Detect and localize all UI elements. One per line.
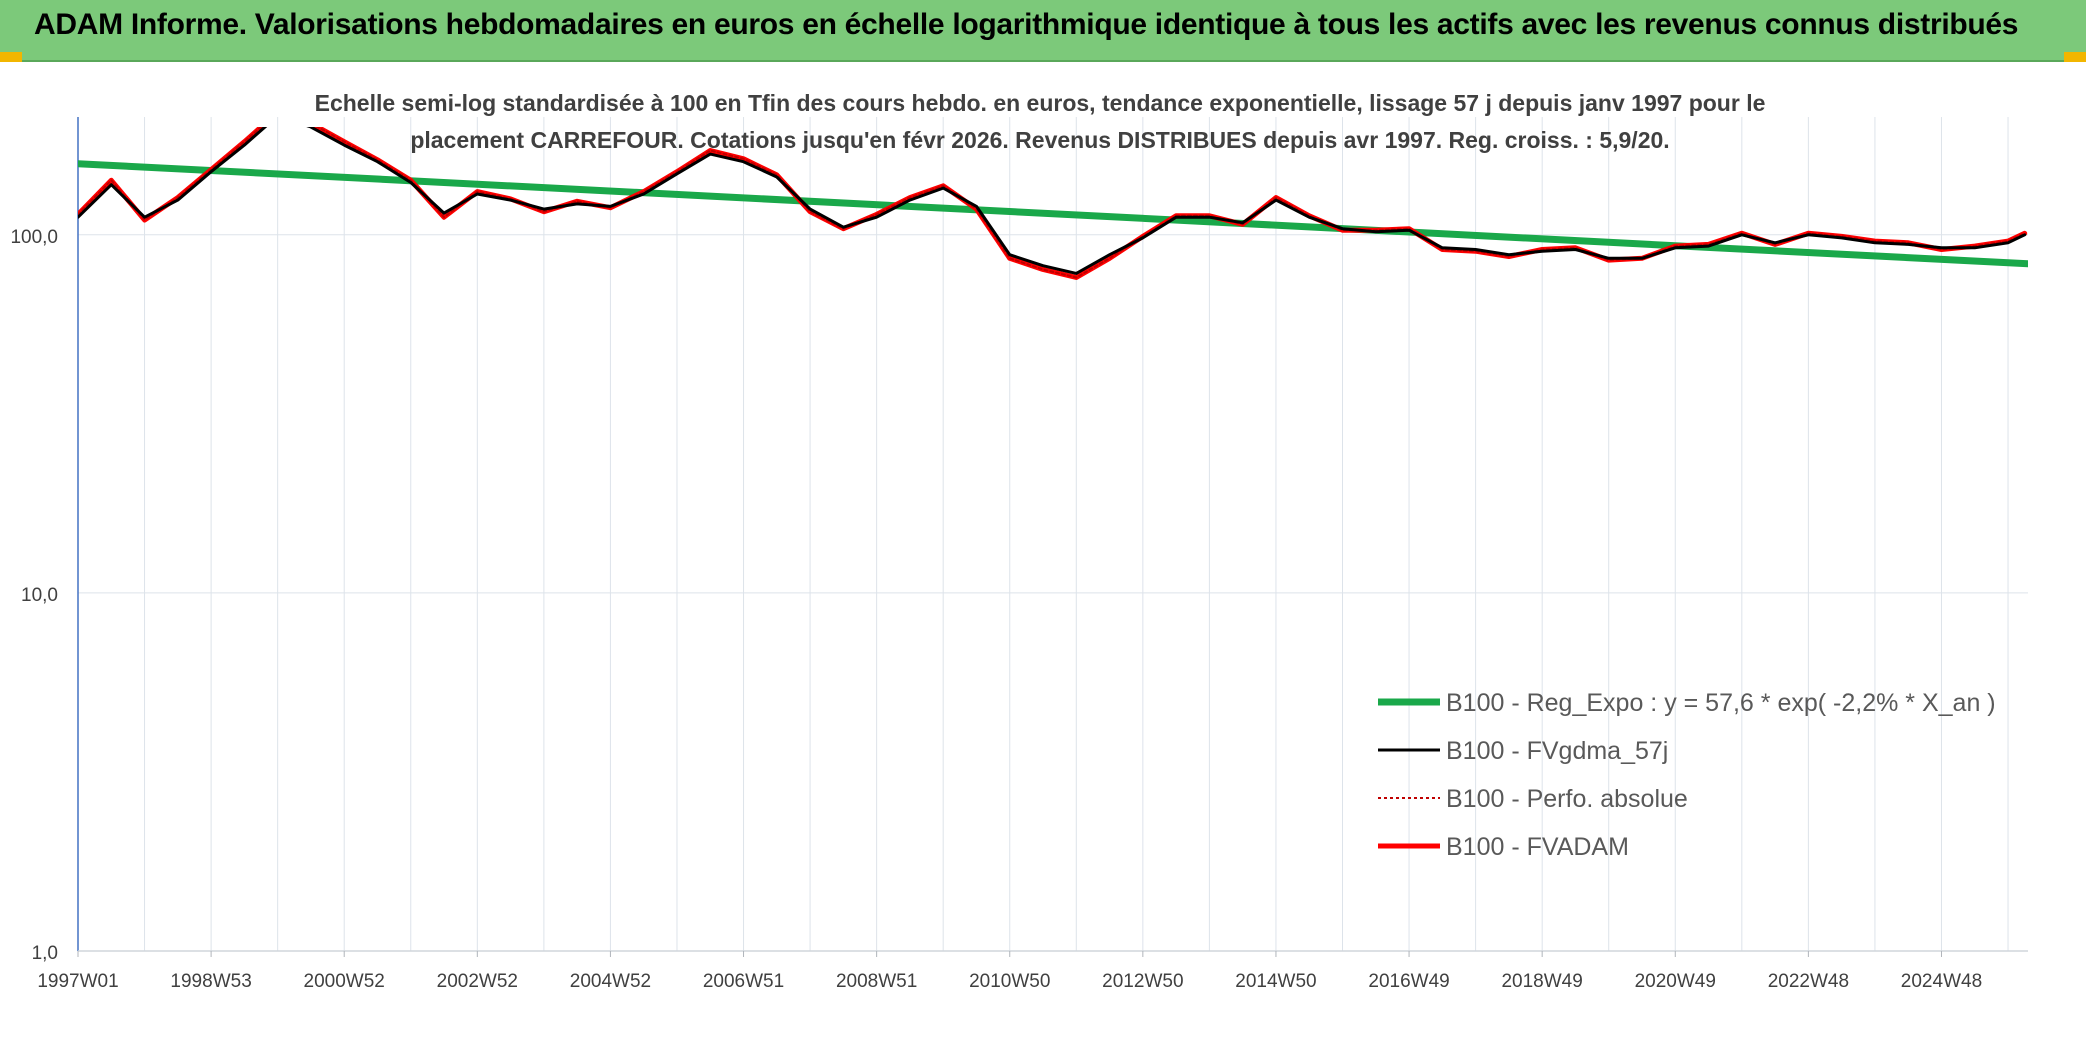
x-tick-label: 2018W49 bbox=[1501, 971, 1582, 992]
chart-title: Echelle semi-log standardisée à 100 en T… bbox=[315, 90, 1766, 153]
x-tick-label: 2002W52 bbox=[437, 971, 518, 992]
x-tick-label: 2022W48 bbox=[1768, 971, 1849, 992]
x-tick-label: 2010W50 bbox=[969, 971, 1050, 992]
series-layer bbox=[78, 127, 2028, 280]
x-tick-label: 2000W52 bbox=[304, 971, 385, 992]
legend-label: B100 - Perfo. absolue bbox=[1446, 785, 1688, 813]
chart-title-line2: placement CARREFOUR. Cotations jusqu'en … bbox=[410, 127, 1669, 153]
y-tick-label: 1,0 bbox=[32, 943, 58, 964]
x-tick-label: 2012W50 bbox=[1102, 971, 1183, 992]
y-tick-label: 100,0 bbox=[10, 227, 58, 248]
legend: B100 - Reg_Expo : y = 57,6 * exp( -2,2% … bbox=[1378, 689, 1996, 861]
corner-accent-right bbox=[2064, 52, 2086, 62]
x-tick-label: 2016W49 bbox=[1368, 971, 1449, 992]
x-tick-label: 1998W53 bbox=[170, 971, 251, 992]
x-tick-label: 2020W49 bbox=[1635, 971, 1716, 992]
grid bbox=[77, 117, 2028, 952]
report-title: ADAM Informe. Valorisations hebdomadaire… bbox=[34, 8, 2019, 41]
chart-area: 1,0 10,0 100,0 1997W01 1998W53 2000W52 2002W52… bbox=[0, 62, 2086, 1033]
y-tick-label: 10,0 bbox=[21, 585, 58, 606]
x-tick-label: 2014W50 bbox=[1235, 971, 1316, 992]
chart-svg: 1,0 10,0 100,0 1997W01 1998W53 2000W52 2002W52… bbox=[10, 90, 2028, 992]
corner-accent-left bbox=[0, 52, 22, 62]
legend-label: B100 - FVADAM bbox=[1446, 833, 1629, 861]
chart-title-line1: Echelle semi-log standardisée à 100 en T… bbox=[315, 90, 1766, 116]
axes: 1,0 10,0 100,0 1997W01 1998W53 2000W52 2002W52… bbox=[10, 117, 2028, 992]
report-header: ADAM Informe. Valorisations hebdomadaire… bbox=[0, 0, 2086, 62]
series-line-2 bbox=[78, 127, 2026, 279]
x-tick-label: 2008W51 bbox=[836, 971, 917, 992]
series-line-1 bbox=[78, 127, 2027, 275]
x-tick-label: 2004W52 bbox=[570, 971, 651, 992]
series-line-0 bbox=[78, 160, 2028, 268]
x-tick-label: 1997W01 bbox=[37, 971, 118, 992]
x-tick-label: 2024W48 bbox=[1901, 971, 1982, 992]
x-tick-label: 2006W51 bbox=[703, 971, 784, 992]
legend-label: B100 - Reg_Expo : y = 57,6 * exp( -2,2% … bbox=[1446, 689, 1996, 717]
legend-label: B100 - FVgdma_57j bbox=[1446, 737, 1668, 765]
